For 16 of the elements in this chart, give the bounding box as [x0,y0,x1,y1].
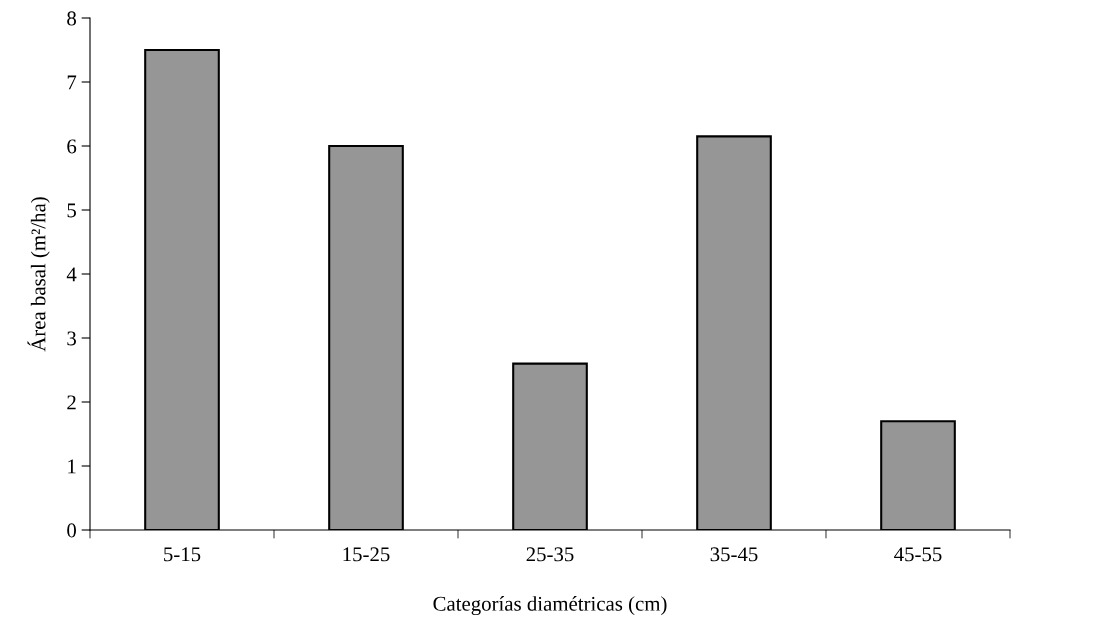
y-tick-label: 0 [67,523,77,538]
y-tick-label: 2 [67,395,76,410]
x-tick-label: 5-15 [164,547,201,562]
x-tick-label: 25-35 [526,547,574,562]
y-tick-label: 7 [67,75,77,90]
y-tick-label: 3 [67,331,76,346]
x-tick-label: 15-25 [343,547,390,562]
x-tick-label: 35-45 [710,547,758,562]
x-axis-title: Categorías diamétricas (cm) [433,596,667,616]
y-tick-label: 4 [66,267,77,282]
y-tick-label: 1 [68,459,76,474]
y-axis-title: Área basal (m²/ha) [27,197,50,352]
y-tick-label: 8 [67,11,77,26]
y-tick-label: 5 [67,203,76,218]
y-tick-label: 6 [67,139,77,154]
x-tick-label: 45-55 [894,547,942,562]
